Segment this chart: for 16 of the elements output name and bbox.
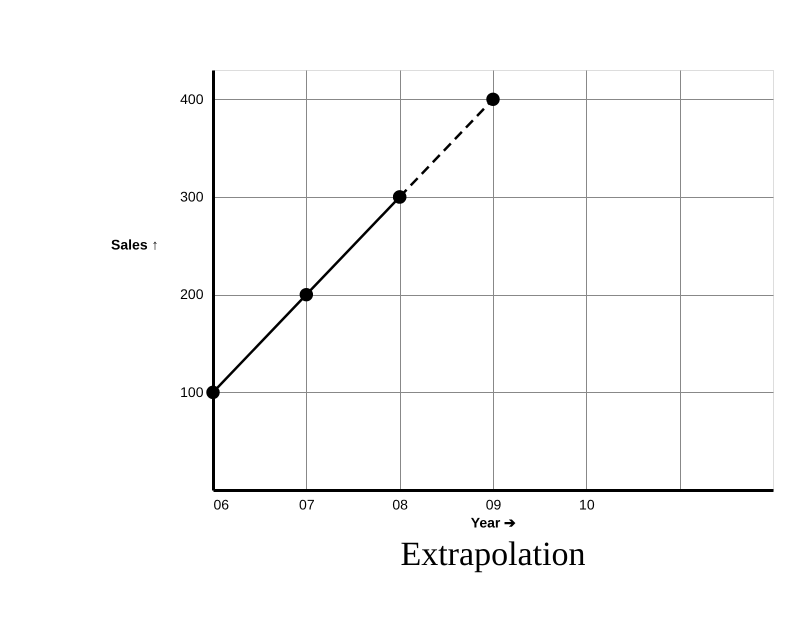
x-tick-label: 06 [214,496,230,512]
point [300,288,314,302]
point [392,190,406,204]
y-axis-title: Sales ↑ [111,236,158,252]
y-tick-label: 100 [180,384,204,400]
x-tick-label: 09 [486,496,502,512]
x-tick-label: 08 [392,496,408,512]
x-tick-label: 10 [579,496,595,512]
x-tick-label: 07 [299,496,315,512]
y-tick-label: 300 [180,188,204,204]
point [486,92,500,106]
x-axis-title: Year ➔ [470,514,516,530]
text: Extrapolation [400,536,586,573]
y-tick-label: 400 [180,90,204,107]
point [206,386,220,400]
y-tick-label: 200 [180,286,204,302]
